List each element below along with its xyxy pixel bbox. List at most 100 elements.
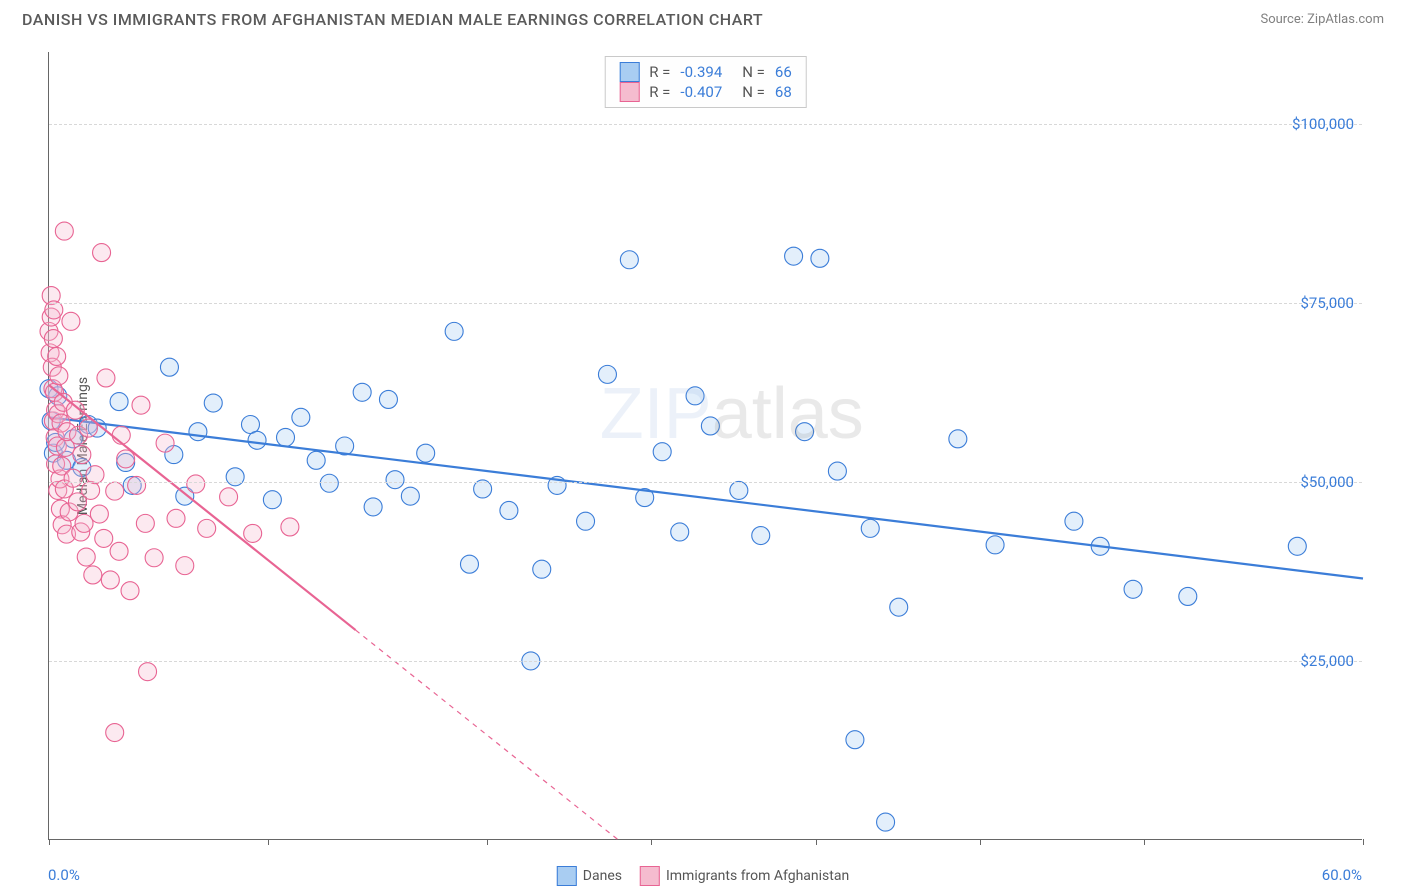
data-point <box>877 813 895 831</box>
data-point <box>307 451 325 469</box>
chart-header: DANISH VS IMMIGRANTS FROM AFGHANISTAN ME… <box>0 0 1406 35</box>
chart-plot-area: R =-0.394N =66R =-0.407N =68 ZIPatlas $2… <box>48 52 1362 840</box>
stats-r-value: -0.394 <box>680 63 722 81</box>
data-point <box>1288 537 1306 555</box>
data-point <box>248 431 266 449</box>
chart-title: DANISH VS IMMIGRANTS FROM AFGHANISTAN ME… <box>22 10 763 29</box>
data-point <box>204 394 222 412</box>
gridline <box>49 661 1362 662</box>
data-point <box>97 369 115 387</box>
trend-line <box>49 417 1363 578</box>
legend-label: Immigrants from Afghanistan <box>666 868 849 884</box>
data-point <box>110 542 128 560</box>
data-point <box>139 663 157 681</box>
data-point <box>156 434 174 452</box>
data-point <box>167 509 185 527</box>
data-point <box>62 312 80 330</box>
y-tick-label: $50,000 <box>1300 473 1354 491</box>
gridline <box>49 482 1362 483</box>
data-point <box>752 527 770 545</box>
data-point <box>73 446 91 464</box>
data-point <box>1124 580 1142 598</box>
data-point <box>353 383 371 401</box>
x-tick <box>1363 839 1364 845</box>
data-point <box>160 358 178 376</box>
data-point <box>828 462 846 480</box>
data-point <box>132 396 150 414</box>
bottom-legend: Danes Immigrants from Afghanistan <box>557 866 849 886</box>
data-point <box>50 367 68 385</box>
stats-n-label: N = <box>742 83 765 101</box>
y-tick-label: $75,000 <box>1300 294 1354 312</box>
data-point <box>121 582 139 600</box>
data-point <box>128 476 146 494</box>
legend-swatch <box>640 866 660 886</box>
data-point <box>401 487 419 505</box>
correlation-stats-box: R = -0.394 N = 66R = -0.407 N = 68 <box>604 56 807 108</box>
data-point <box>460 555 478 573</box>
data-point <box>226 468 244 486</box>
data-point <box>44 330 62 348</box>
data-point <box>949 430 967 448</box>
data-point <box>110 393 128 411</box>
data-point <box>577 512 595 530</box>
data-point <box>281 518 299 536</box>
gridline <box>49 124 1362 125</box>
data-point <box>277 428 295 446</box>
stats-row: R = -0.407 N = 68 <box>619 82 792 102</box>
legend-item: Immigrants from Afghanistan <box>640 866 849 886</box>
y-tick-label: $25,000 <box>1300 652 1354 670</box>
x-tick <box>487 839 488 845</box>
x-tick <box>980 839 981 845</box>
data-point <box>82 481 100 499</box>
data-point <box>145 549 163 567</box>
data-point <box>189 423 207 441</box>
data-point <box>55 222 73 240</box>
data-point <box>785 247 803 265</box>
stats-r-label: R = <box>649 63 670 81</box>
x-tick <box>1144 839 1145 845</box>
source-label: Source: ZipAtlas.com <box>1260 12 1384 27</box>
data-point <box>417 444 435 462</box>
x-axis-max-label: 60.0% <box>1322 866 1362 884</box>
data-point <box>292 408 310 426</box>
stats-n-value: 68 <box>775 83 792 101</box>
data-point <box>77 548 95 566</box>
stats-swatch <box>619 62 639 82</box>
data-point <box>220 488 238 506</box>
data-point <box>811 249 829 267</box>
data-point <box>730 481 748 499</box>
data-point <box>187 475 205 493</box>
data-point <box>379 390 397 408</box>
data-point <box>890 598 908 616</box>
data-point <box>198 519 216 537</box>
x-axis-min-label: 0.0% <box>48 866 80 884</box>
data-point <box>701 417 719 435</box>
data-point <box>90 505 108 523</box>
data-point <box>106 724 124 742</box>
data-point <box>48 347 66 365</box>
stats-swatch <box>619 82 639 102</box>
stats-r-label: R = <box>649 83 670 101</box>
data-point <box>106 482 124 500</box>
data-point <box>533 560 551 578</box>
data-point <box>846 731 864 749</box>
stats-r-value: -0.407 <box>680 83 722 101</box>
data-point <box>263 491 281 509</box>
stats-n-value: 66 <box>775 63 792 81</box>
stats-row: R =-0.394N =66 <box>619 62 792 82</box>
legend-swatch <box>557 866 577 886</box>
data-point <box>671 523 689 541</box>
data-point <box>364 498 382 516</box>
x-tick <box>49 839 50 845</box>
data-point <box>620 251 638 269</box>
data-point <box>653 443 671 461</box>
data-point <box>500 501 518 519</box>
data-point <box>101 571 119 589</box>
data-point <box>796 423 814 441</box>
legend-item: Danes <box>557 866 622 886</box>
scatter-plot-svg <box>49 52 1362 839</box>
data-point <box>445 322 463 340</box>
data-point <box>93 244 111 262</box>
legend-label: Danes <box>583 868 622 884</box>
